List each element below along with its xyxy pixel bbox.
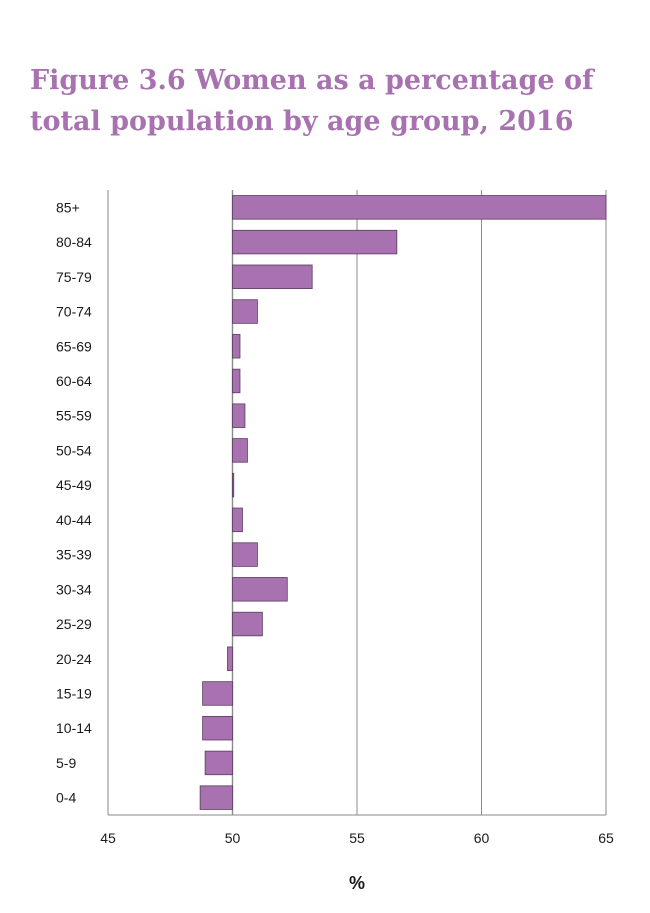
x-tick-label-45: 45	[100, 830, 116, 846]
bar-65-69	[232, 334, 241, 359]
category-label-65-69: 65-69	[56, 338, 92, 354]
category-label-30-34: 30-34	[56, 581, 92, 597]
bar-40-44	[232, 507, 243, 533]
category-label-40-44: 40-44	[56, 512, 92, 528]
bar-5-9	[204, 750, 233, 776]
category-label-75-79: 75-79	[56, 269, 92, 285]
category-label-35-39: 35-39	[56, 547, 92, 563]
bar-15-19	[202, 681, 233, 706]
x-tick-label-50: 50	[225, 830, 241, 846]
bar-0-4	[199, 785, 233, 810]
category-label-5-9: 5-9	[56, 755, 76, 771]
bar-55-59	[232, 403, 246, 428]
bar-75-79	[232, 264, 313, 290]
bar-85+	[232, 195, 607, 220]
bar-50-54	[232, 438, 248, 463]
category-label-10-14: 10-14	[56, 720, 92, 736]
bar-10-14	[202, 715, 233, 741]
bar-45-49	[232, 472, 235, 498]
category-label-50-54: 50-54	[56, 442, 92, 458]
category-label-45-49: 45-49	[56, 477, 92, 493]
bar-35-39	[232, 542, 258, 567]
bar-80-84	[232, 229, 398, 255]
bar-20-24	[227, 646, 233, 671]
bar-25-29	[232, 611, 263, 637]
category-label-15-19: 15-19	[56, 685, 92, 701]
chart-title: Figure 3.6 Women as a percentage of tota…	[30, 60, 630, 142]
x-axis-label: %	[349, 873, 365, 893]
chart-title-line-2: total population by age group, 2016	[30, 106, 574, 137]
category-label-55-59: 55-59	[56, 408, 92, 424]
category-label-70-74: 70-74	[56, 304, 92, 320]
category-label-85+: 85+	[56, 199, 80, 215]
bar-30-34	[232, 577, 288, 602]
category-label-60-64: 60-64	[56, 373, 92, 389]
category-label-25-29: 25-29	[56, 616, 92, 632]
category-label-0-4: 0-4	[56, 790, 76, 806]
x-tick-label-55: 55	[349, 830, 365, 846]
bar-70-74	[232, 299, 258, 324]
bar-60-64	[232, 368, 241, 394]
category-label-80-84: 80-84	[56, 234, 92, 250]
x-tick-label-60: 60	[474, 830, 490, 846]
x-tick-label-65: 65	[598, 830, 614, 846]
chart-title-line-1: Figure 3.6 Women as a percentage of	[30, 65, 594, 96]
category-label-20-24: 20-24	[56, 651, 92, 667]
